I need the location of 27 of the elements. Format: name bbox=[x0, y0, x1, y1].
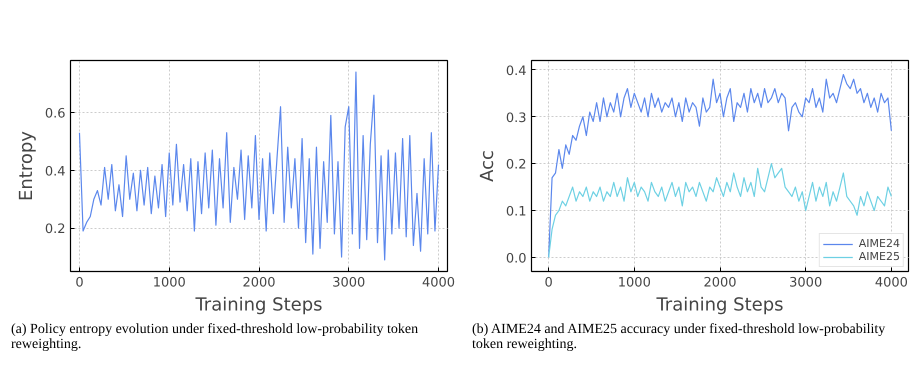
line-series bbox=[78, 71, 440, 261]
legend-label: AIME24 bbox=[858, 237, 900, 250]
x-tick-label: 0 bbox=[544, 276, 553, 290]
text: (a) Policy entropy evolution under fixed-threshold low-probability token reweighting. bbox=[11, 322, 420, 352]
y-tick-label: 0.1 bbox=[506, 204, 527, 220]
x-tick-label: 2000 bbox=[703, 276, 737, 290]
x-tick-label: 4000 bbox=[874, 276, 908, 290]
x-tick-label: 3000 bbox=[332, 276, 366, 290]
y-tick-label: 0.3 bbox=[506, 110, 527, 126]
y-tick-label: 0.6 bbox=[44, 106, 66, 122]
x-tick-label: 0 bbox=[75, 276, 84, 290]
x-tick-label: 3000 bbox=[789, 276, 822, 290]
y-axis-title: Entropy bbox=[16, 130, 37, 201]
x-tick-label: 2000 bbox=[242, 276, 276, 290]
x-tick-label: 1000 bbox=[152, 276, 186, 290]
y-tick-label: 0.2 bbox=[506, 158, 527, 173]
y-tick-label: 0.0 bbox=[506, 251, 527, 266]
x-tick-label: 1000 bbox=[618, 276, 651, 290]
x-axis-title: Training Steps bbox=[194, 294, 323, 316]
text: (b) AIME24 and AIME25 accuracy under fixed-threshold low-probability token reweighting. bbox=[472, 322, 886, 352]
y-tick-label: 0.4 bbox=[506, 64, 527, 79]
legend-label: AIME25 bbox=[858, 250, 900, 263]
y-tick-label: 0.2 bbox=[44, 222, 66, 238]
y-tick-label: 0.4 bbox=[44, 164, 66, 180]
y-axis-title: Acc bbox=[476, 150, 498, 182]
x-tick-label: 4000 bbox=[422, 276, 456, 290]
x-axis-title: Training Steps bbox=[655, 294, 784, 316]
